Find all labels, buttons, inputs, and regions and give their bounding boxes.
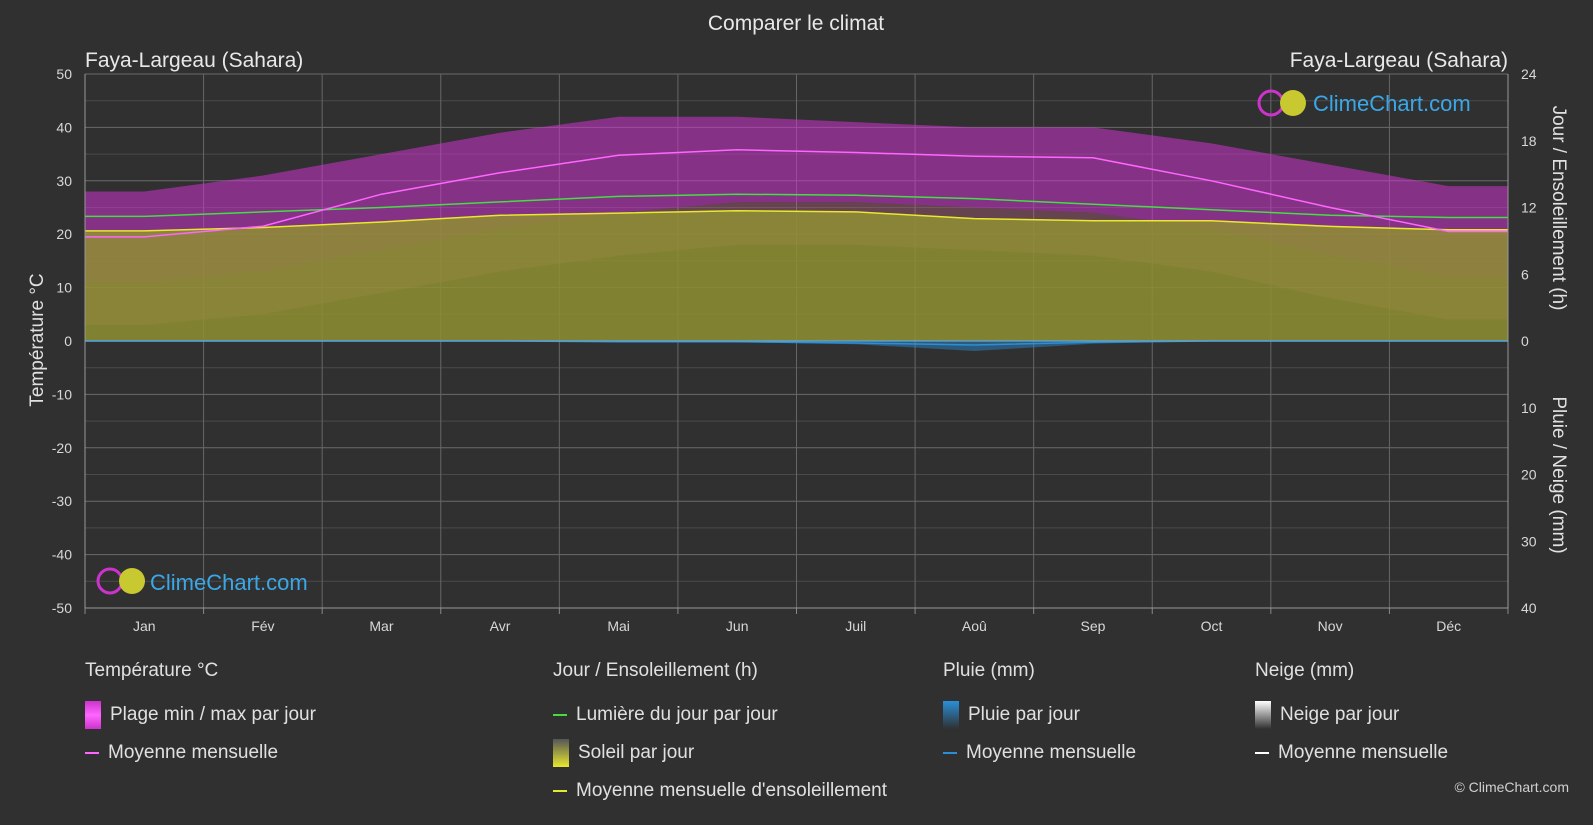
x-tick-label: Fév — [251, 618, 274, 634]
legend-label: Moyenne mensuelle — [966, 742, 1137, 763]
legend-sunshine: Jour / Ensoleillement (h) Lumière du jou… — [553, 660, 887, 810]
legend-label: Soleil par jour — [578, 742, 695, 763]
legend-item: Moyenne mensuelle — [85, 734, 316, 772]
temp-mean-swatch — [85, 752, 99, 754]
y-axis-label-right-bottom: Pluie / Neige (mm) — [1548, 396, 1569, 553]
legend-label: Lumière du jour par jour — [576, 704, 778, 725]
x-tick-label: Aoû — [962, 618, 987, 634]
y-tick-label-left: 40 — [56, 119, 72, 135]
temp-range-area — [85, 116, 1508, 283]
location-right: Faya-Largeau (Sahara) — [1290, 49, 1508, 72]
x-tick-label: Avr — [490, 618, 511, 634]
legend-label: Moyenne mensuelle — [1278, 742, 1449, 763]
logo-top: ClimeChart.com — [1257, 89, 1471, 117]
legend-header: Jour / Ensoleillement (h) — [553, 660, 758, 681]
y-tick-label-right: 24 — [1521, 66, 1537, 82]
logo-sun-icon — [119, 568, 145, 594]
climate-chart: Comparer le climat Faya-Largeau (Sahara)… — [27, 12, 1569, 634]
temp-range-swatch — [85, 701, 101, 729]
rain-mean-swatch — [943, 752, 957, 754]
logo-text-top: ClimeChart.com — [1313, 91, 1471, 116]
y-tick-label-right: 12 — [1521, 200, 1537, 216]
y-tick-label-right: 30 — [1521, 533, 1537, 549]
x-tick-label: Juil — [845, 618, 866, 634]
y-tick-label-right: 10 — [1521, 400, 1537, 416]
legend-label: Moyenne mensuelle — [108, 742, 279, 763]
legend-label: Pluie par jour — [968, 704, 1080, 725]
x-tick-label: Mar — [369, 618, 393, 634]
legend-label: Plage min / max par jour — [110, 704, 316, 725]
legend-rain: Pluie (mm) Pluie par jour Moyenne mensue… — [943, 660, 1136, 772]
x-tick-label: Jun — [726, 618, 749, 634]
y-tick-label-left: -30 — [52, 493, 72, 509]
legend-item: Plage min / max par jour — [85, 696, 316, 734]
axes: 50 40 30 20 10 0 -10 -20 -30 -40 -50 24 18 12 6 0 10 20 30… — [52, 66, 1537, 634]
x-tick-label: Sep — [1080, 618, 1105, 634]
snow-swatch — [1255, 701, 1271, 729]
y-tick-label-right: 40 — [1521, 600, 1537, 616]
daylight-line — [85, 193, 1508, 219]
legend-item: Neige par jour — [1255, 696, 1448, 734]
legend-snow: Neige (mm) Neige par jour Moyenne mensue… — [1255, 660, 1448, 772]
sunshine-mean-swatch — [553, 790, 567, 792]
y-axis-label-right-top: Jour / Ensoleillement (h) — [1548, 106, 1569, 311]
sunshine-swatch — [553, 739, 569, 767]
legend-item: Lumière du jour par jour — [553, 696, 887, 734]
x-tick-label: Jan — [133, 618, 156, 634]
copyright: © ClimeChart.com — [1454, 779, 1569, 795]
sunshine-bars — [85, 210, 1508, 341]
snow-mean-swatch — [1255, 752, 1269, 754]
legend-item: Soleil par jour — [553, 734, 887, 772]
legend-item: Moyenne mensuelle — [943, 734, 1136, 772]
y-tick-label-right: 0 — [1521, 333, 1529, 349]
location-left: Faya-Largeau (Sahara) — [85, 49, 303, 72]
rain-swatch — [943, 701, 959, 729]
y-tick-label-left: -50 — [52, 600, 72, 616]
y-tick-label-left: 20 — [56, 226, 72, 242]
y-tick-label-left: 0 — [64, 333, 72, 349]
legend-item: Moyenne mensuelle — [1255, 734, 1448, 772]
legend-item: Moyenne mensuelle d'ensoleillement — [553, 772, 887, 810]
sunshine-mean-line — [85, 210, 1508, 232]
legend-temperature: Température °C Plage min / max par jour … — [85, 660, 316, 772]
logo-text-bottom: ClimeChart.com — [150, 570, 308, 595]
x-tick-label: Oct — [1201, 618, 1223, 634]
y-tick-label-left: 10 — [56, 280, 72, 296]
temp-mean-line — [85, 149, 1508, 238]
y-tick-label-right: 6 — [1521, 266, 1529, 282]
daylight-swatch — [553, 714, 567, 716]
legend-item: Pluie par jour — [943, 696, 1136, 734]
y-tick-label-left: -20 — [52, 440, 72, 456]
y-axis-label-left: Température °C — [27, 273, 48, 406]
x-tick-label: Mai — [607, 618, 630, 634]
legend-header: Température °C — [85, 660, 219, 681]
x-tick-label: Déc — [1436, 618, 1461, 634]
y-tick-label-left: 50 — [56, 66, 72, 82]
y-tick-label-right: 18 — [1521, 133, 1537, 149]
y-tick-label-left: -10 — [52, 386, 72, 402]
y-tick-label-left: -40 — [52, 547, 72, 563]
legend-header: Pluie (mm) — [943, 660, 1035, 681]
logo-sun-icon — [1280, 90, 1306, 116]
legend-header: Neige (mm) — [1255, 660, 1355, 681]
legend-label: Moyenne mensuelle d'ensoleillement — [576, 780, 887, 801]
chart-title: Comparer le climat — [708, 12, 884, 35]
sunshine-area — [85, 210, 1508, 341]
logo-bottom: ClimeChart.com — [96, 567, 308, 595]
x-tick-label: Nov — [1318, 618, 1343, 634]
legend-label: Neige par jour — [1280, 704, 1400, 725]
series-lines — [85, 149, 1508, 346]
y-tick-label-right: 20 — [1521, 467, 1537, 483]
y-tick-label-left: 30 — [56, 173, 72, 189]
